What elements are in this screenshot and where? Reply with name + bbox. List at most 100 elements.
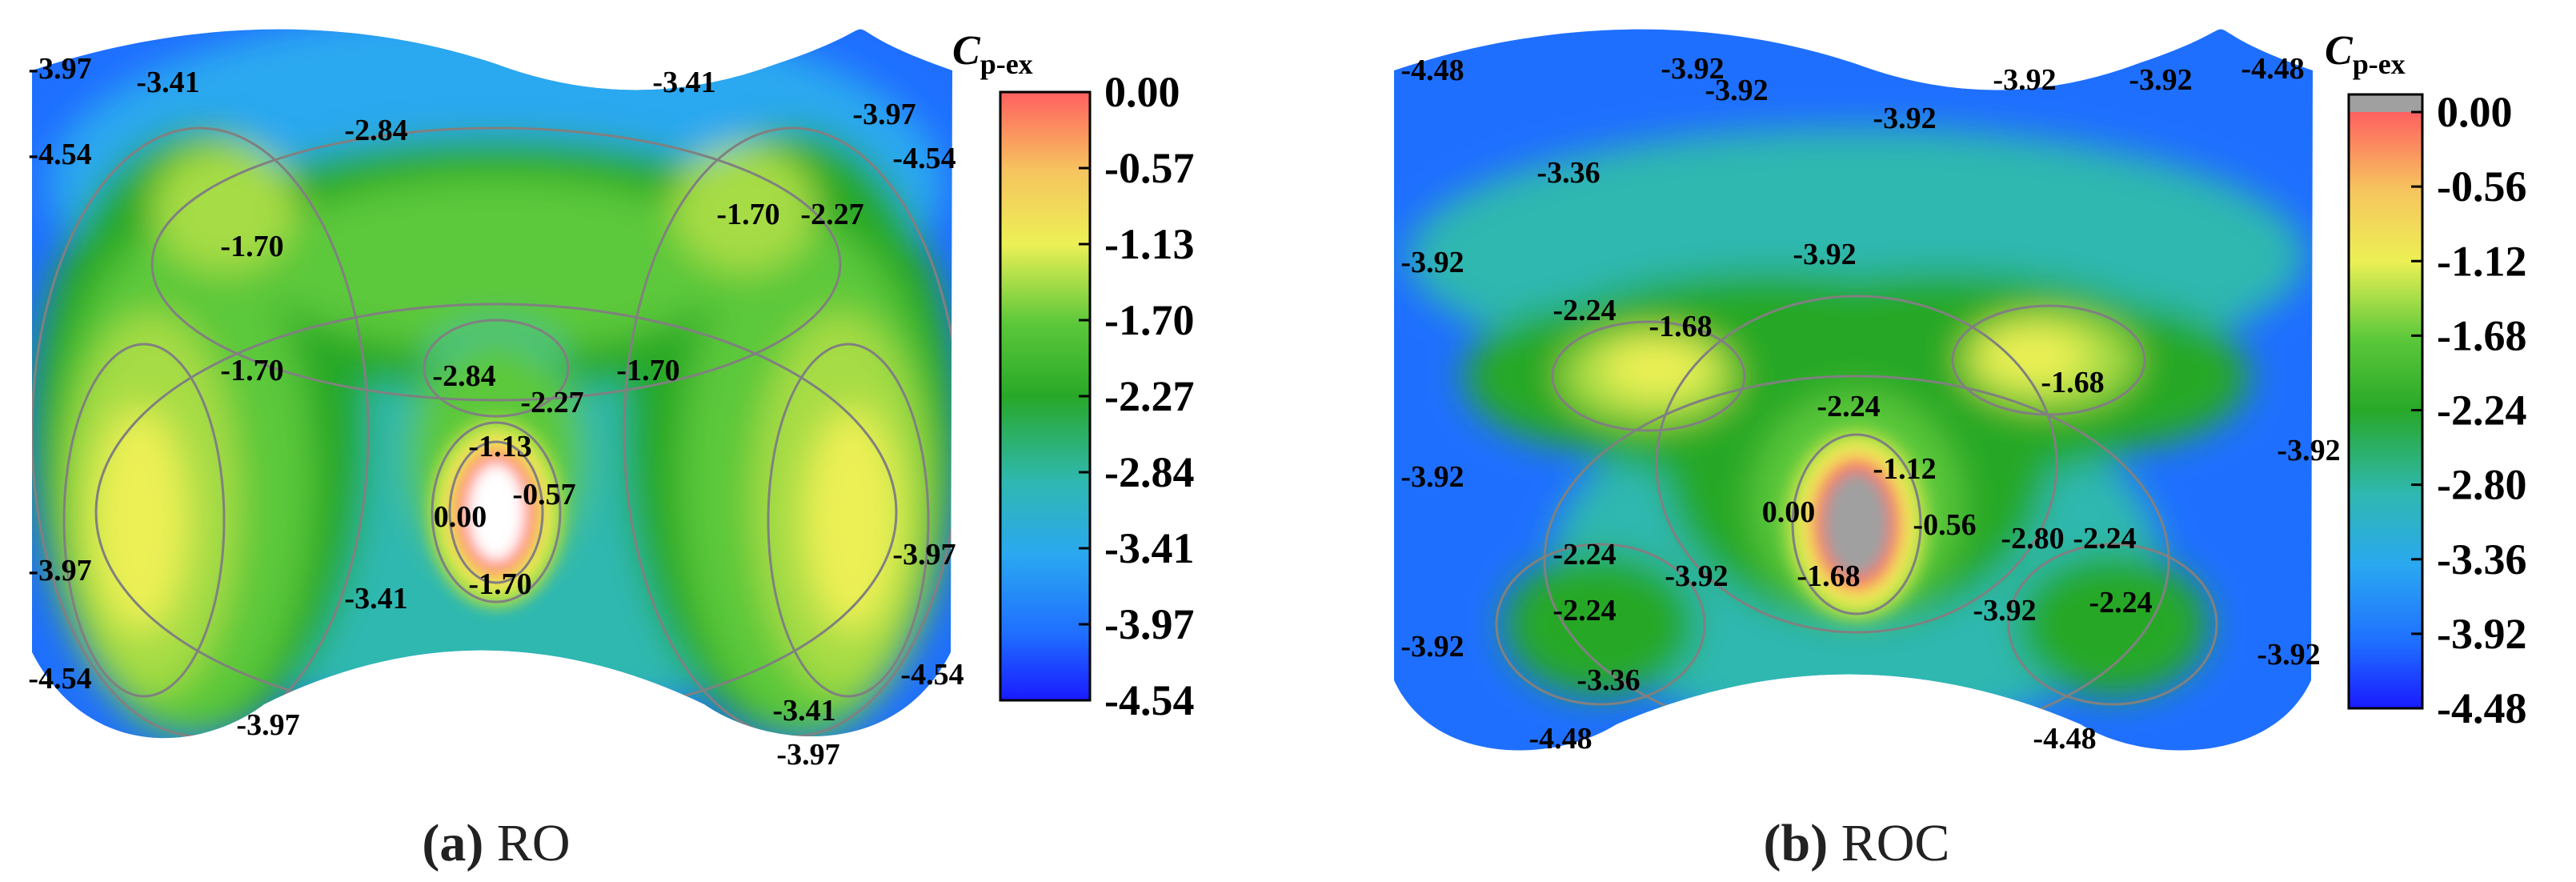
colorbar-tick-label: -2.27 <box>1104 372 1194 420</box>
contour-label: -1.70 <box>468 567 531 601</box>
colorbar-tick-label: -4.54 <box>1104 676 1194 724</box>
contour-label: -3.36 <box>1536 156 1600 190</box>
field-region <box>672 144 816 272</box>
contour-label: -1.68 <box>2041 366 2104 399</box>
colorbar-tick-label: -2.24 <box>2437 387 2526 435</box>
colorbar-tick-label: -1.68 <box>2437 311 2526 359</box>
contour-label: -2.84 <box>432 359 495 393</box>
colorbar-b-core-swatch <box>2349 94 2422 112</box>
contour-label: -2.24 <box>2089 586 2152 619</box>
contour-line <box>431 421 562 603</box>
contour-label: -3.97 <box>776 738 839 772</box>
contour-label: -3.92 <box>1400 460 1464 494</box>
colorbar-tick-label: 0.00 <box>1104 68 1180 116</box>
contour-label: -3.92 <box>1705 74 1768 107</box>
contour-label: -3.92 <box>1973 594 2036 627</box>
contour-line <box>1495 543 1706 706</box>
colorbar-tick-label: -3.92 <box>2437 610 2526 658</box>
contour-label: -1.13 <box>468 430 531 463</box>
contour-label: -1.70 <box>716 198 779 231</box>
contour-line <box>1791 433 1922 615</box>
contour-label: -1.12 <box>1873 452 1936 486</box>
colorbar-tick-label: -3.97 <box>1104 600 1194 648</box>
contour-line <box>2007 543 2218 706</box>
contour-label: -4.48 <box>1400 54 1464 87</box>
colorbar-tick-label: -4.48 <box>2437 684 2526 732</box>
contour-label: -3.41 <box>136 66 199 99</box>
colorbar-a-title: Cp-ex <box>952 28 1033 80</box>
contour-line <box>767 343 930 698</box>
contour-label: -1.70 <box>220 230 283 263</box>
contour-label: -3.92 <box>1400 630 1464 664</box>
core-region <box>467 463 525 562</box>
colorbar-b: Cp-ex 0.00 -0.56 -1.12 -1.68 -2.24 -2.80 -3.36… <box>2325 28 2526 732</box>
contour-line <box>423 319 570 418</box>
contour-label: 0.00 <box>434 500 487 534</box>
panel-a-contour-map: -3.97 -3.41 -3.41 -3.97 -4.54 -2.84 -4.54 -1.70… <box>28 29 964 772</box>
contour-label: -3.92 <box>1400 246 1464 279</box>
contour-label: -4.48 <box>2241 52 2304 86</box>
contour-label: -2.24 <box>1552 538 1616 571</box>
colorbar-tick-label: 0.00 <box>2437 88 2513 136</box>
contour-label: -3.92 <box>1661 52 1724 86</box>
contour-label: -3.97 <box>852 98 915 131</box>
contour-label: -4.54 <box>892 142 955 175</box>
core-region <box>1823 471 1890 577</box>
contour-label: -3.92 <box>2277 434 2340 467</box>
contour-label: -1.70 <box>220 354 283 387</box>
contour-label: -2.84 <box>344 114 407 147</box>
colorbar-tick-label: -1.70 <box>1104 296 1194 344</box>
contour-label: -3.92 <box>1793 238 1856 271</box>
caption-a: (a) RO <box>422 814 570 872</box>
contour-label: -4.48 <box>1528 722 1592 756</box>
contour-label: -3.36 <box>1576 664 1640 697</box>
panel-b-contour-map: -4.48 -3.92-3.92-3.92-3.92 -3.92 -4.48-3.36… <box>1394 29 2341 756</box>
panel-b-core <box>1783 428 1930 620</box>
field-region <box>2017 552 2209 696</box>
panel-b-contour-labels: -4.48 -3.92-3.92-3.92-3.92 -3.92 -4.48-3.36… <box>1400 52 2340 756</box>
contour-label: -4.54 <box>28 138 91 171</box>
contour-label: -2.24 <box>1817 390 1880 423</box>
contour-label: -0.57 <box>512 478 575 511</box>
contour-label: -2.24 <box>1552 594 1616 627</box>
contour-label: -3.97 <box>28 554 91 587</box>
contour-label: -3.92 <box>2257 638 2320 672</box>
contour-label: -4.48 <box>2033 722 2096 756</box>
colorbar-tick-label: -1.12 <box>2437 237 2526 285</box>
field-region <box>1977 326 2089 387</box>
colorbar-tick-label: -2.84 <box>1104 448 1194 496</box>
contour-label: -3.97 <box>236 708 299 742</box>
contour-label: -1.68 <box>1797 559 1860 593</box>
contour-line <box>448 440 544 584</box>
panel-a-contour-labels: -3.97 -3.41 -3.41 -3.97 -4.54 -2.84 -4.54 -1.70… <box>28 52 963 772</box>
caption-b: (b) ROC <box>1764 814 1950 872</box>
colorbar-b-frame <box>2347 93 2424 710</box>
field-region <box>804 408 900 632</box>
contour-line <box>1551 320 1746 432</box>
contour-label: -3.92 <box>2129 63 2192 97</box>
contour-label: 0.00 <box>1762 495 1816 529</box>
contour-label: -3.92 <box>1665 559 1728 593</box>
contour-label: -3.92 <box>1873 102 1936 135</box>
contour-label: -2.80 <box>2001 522 2064 555</box>
contour-line <box>62 343 226 698</box>
contour-label: -3.97 <box>892 538 955 571</box>
contour-label: -3.41 <box>344 582 407 615</box>
contour-label: -2.24 <box>1552 294 1616 327</box>
contour-label: -4.54 <box>900 658 963 692</box>
colorbar-tick-label: -0.56 <box>2437 162 2526 210</box>
colorbar-a: Cp-ex 0.00 -0.57 -1.13 -1.70 -2.27 -2.84 -3.41… <box>952 28 1194 724</box>
contour-label: -1.70 <box>616 354 679 387</box>
contour-label: -2.27 <box>800 198 863 231</box>
field-region <box>1504 552 1697 696</box>
contour-label: -0.56 <box>1913 508 1976 542</box>
contour-label: -3.92 <box>1993 63 2056 97</box>
field-region <box>1600 338 1713 399</box>
field-region <box>152 144 296 272</box>
panel-a-field <box>32 29 952 736</box>
colorbar-tick-label: -1.13 <box>1104 220 1194 268</box>
contour-label: -2.24 <box>2073 522 2136 555</box>
contour-line <box>150 126 842 402</box>
colorbar-tick-label: -3.36 <box>2437 535 2526 583</box>
